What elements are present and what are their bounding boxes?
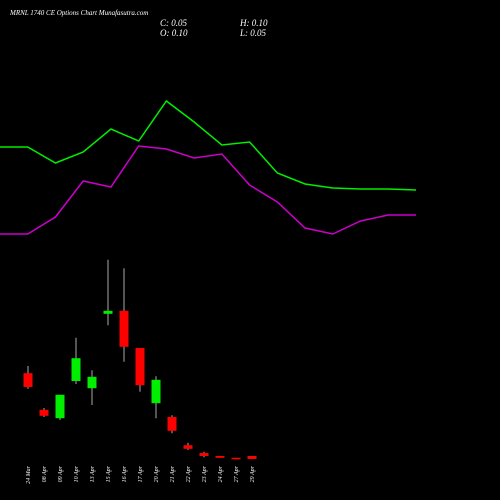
line-series [0, 145, 416, 235]
candle-body [55, 394, 65, 419]
x-tick-label: 10 Apr [74, 465, 80, 482]
ohlc-label: O: 0.10 [160, 28, 188, 38]
candle-body [167, 417, 177, 431]
ohlc-label: L: 0.05 [239, 28, 267, 38]
candle-body [231, 457, 241, 460]
x-tick-label: 24 Mar [25, 465, 32, 483]
x-tick-label: 29 Apr [250, 465, 256, 482]
candle-body [87, 376, 97, 389]
x-tick-label: 21 Apr [170, 465, 176, 482]
ohlc-label: H: 0.10 [239, 18, 268, 28]
candle-body [215, 456, 225, 458]
x-tick-label: 24 Apr [217, 465, 224, 482]
candle-body [39, 409, 49, 416]
candle-body [103, 310, 113, 314]
x-tick-label: 13 Apr [90, 465, 96, 482]
x-tick-label: 09 Apr [58, 465, 64, 482]
candle-body [183, 445, 193, 449]
x-tick-label: 08 Apr [42, 465, 48, 482]
line-series [0, 99, 417, 191]
candle-body [119, 310, 129, 347]
x-tick-label: 22 Apr [186, 465, 192, 482]
x-tick-label: 27 Apr [234, 465, 240, 482]
candle-body [151, 379, 161, 404]
chart-title: MRNL 1740 CE Options Chart Munafasutra.c… [9, 9, 148, 17]
candle-body [23, 373, 33, 387]
candle-body [247, 456, 257, 459]
x-tick-label: 16 Apr [122, 465, 128, 482]
candle-body [199, 453, 209, 456]
x-tick-label: 15 Apr [106, 465, 112, 482]
x-tick-label: 17 Apr [138, 465, 144, 482]
candle-body [71, 358, 81, 381]
ohlc-label: C: 0.05 [160, 18, 188, 28]
candle-body [135, 348, 145, 386]
x-tick-label: 23 Apr [202, 465, 208, 482]
x-tick-label: 20 Apr [154, 465, 160, 482]
